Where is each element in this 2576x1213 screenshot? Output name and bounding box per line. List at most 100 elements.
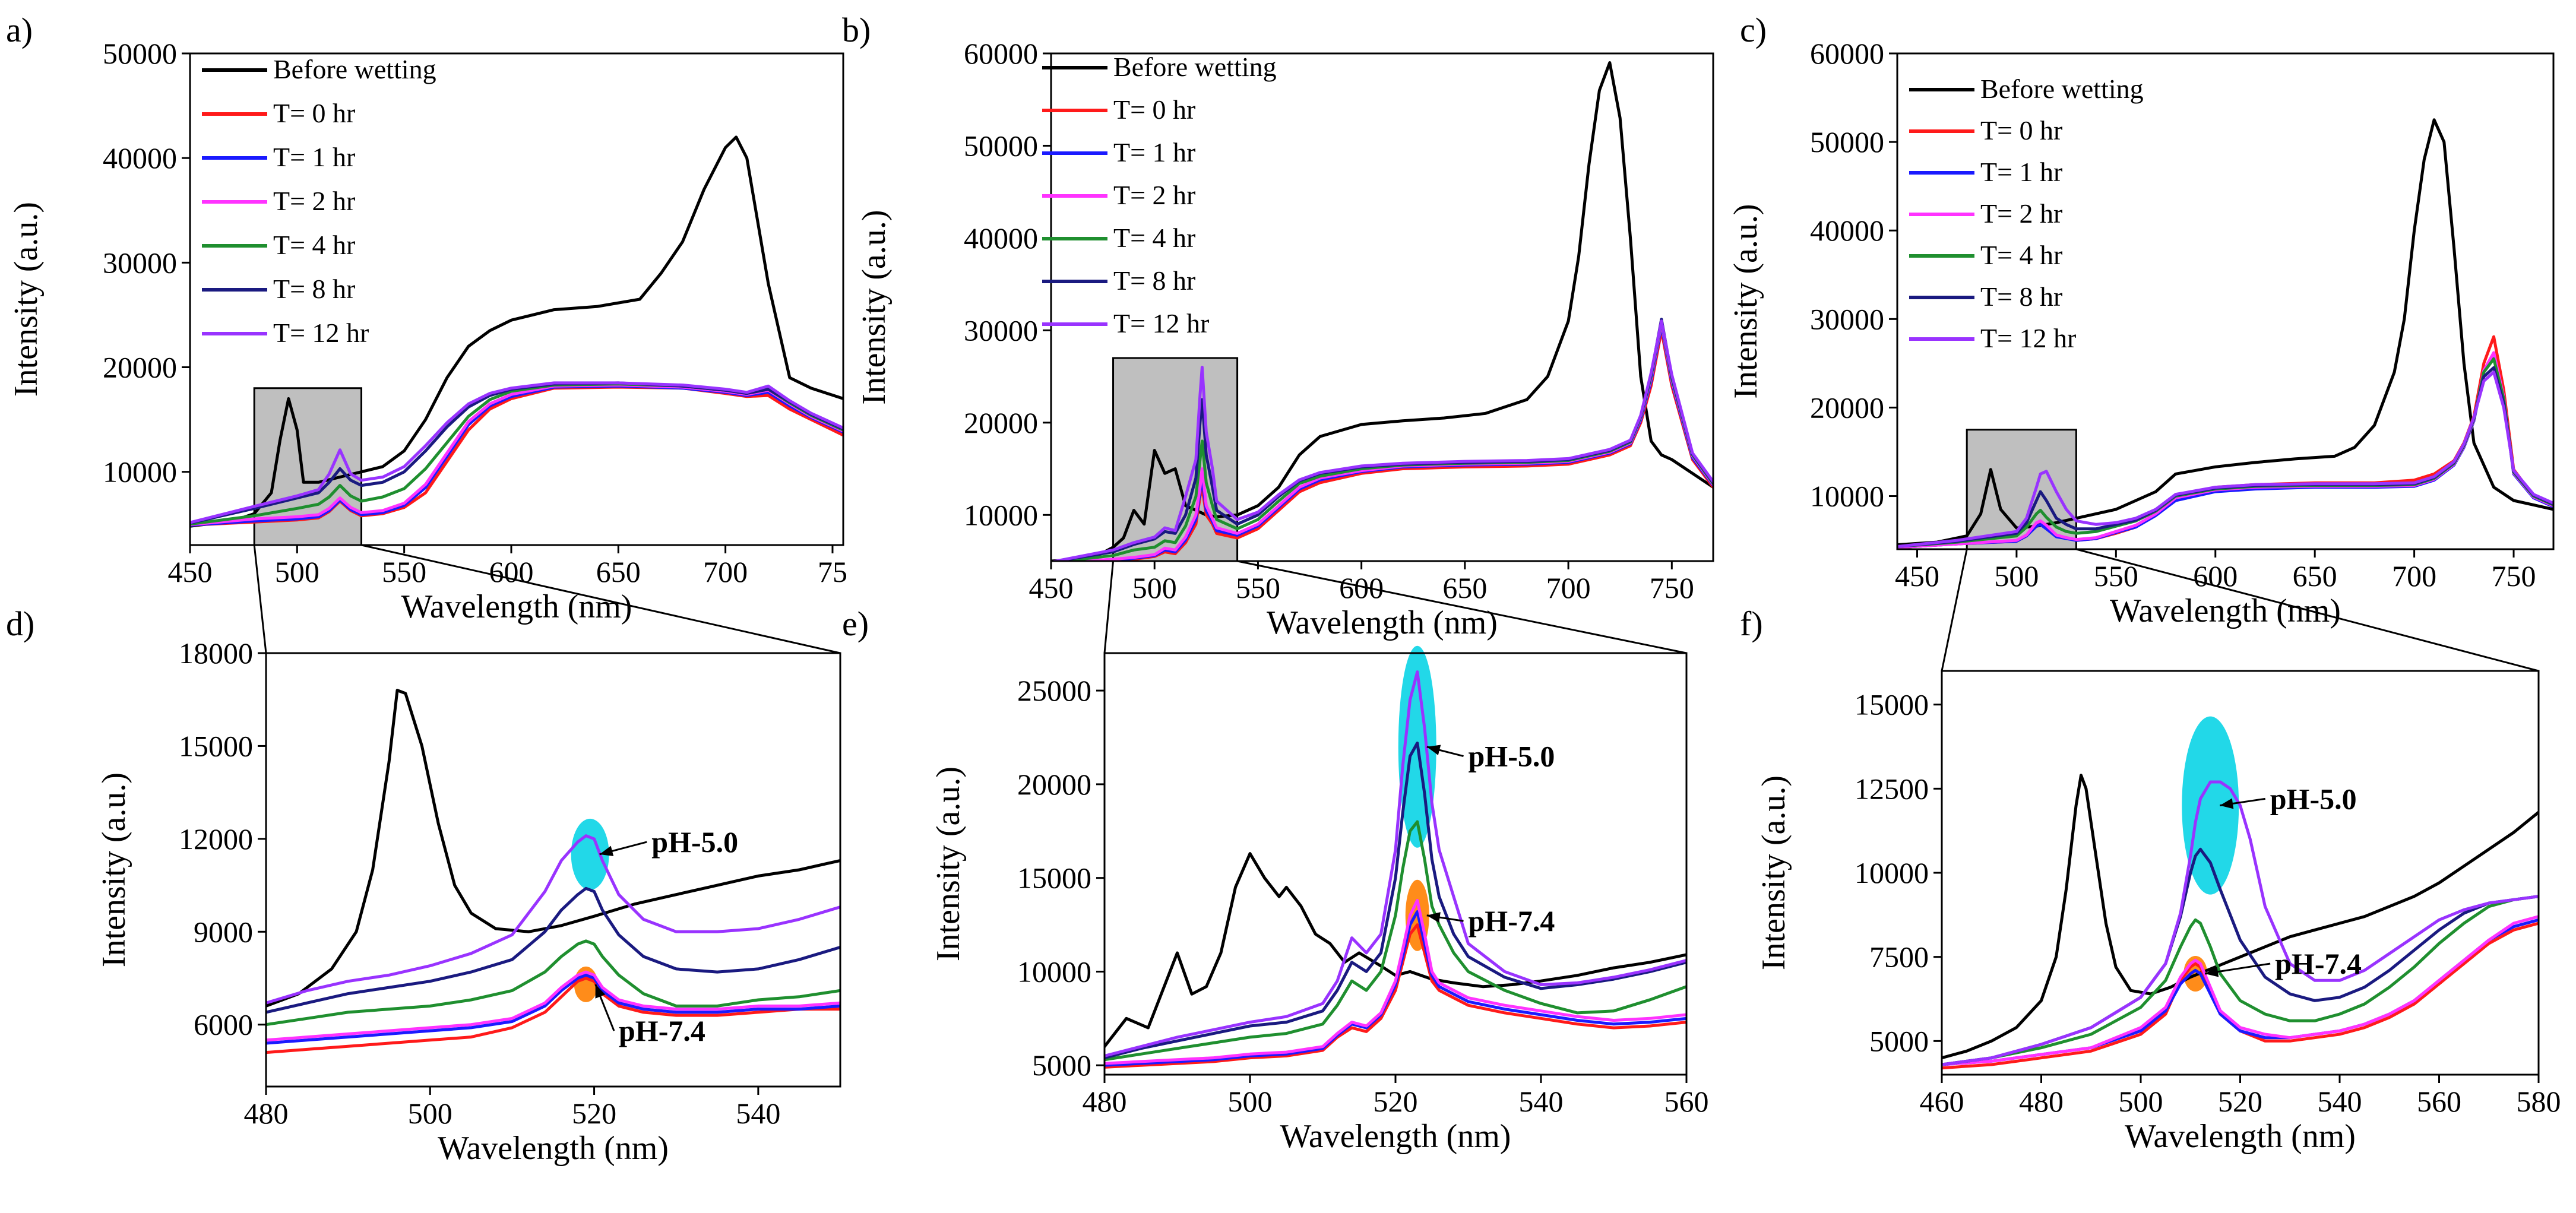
series-line-t-12-hr <box>1105 670 1686 1057</box>
y-axis-label: Intensity (a.u.) <box>930 767 967 961</box>
legend-entry: T= 8 hr <box>1980 281 2062 312</box>
y-tick-label: 10000 <box>1810 480 1884 513</box>
series-line-t-2-hr <box>1942 915 2539 1066</box>
legend-entry: T= 4 hr <box>273 230 355 260</box>
series-line-before-wetting <box>1942 774 2539 1060</box>
x-tick-label: 750 <box>2492 559 2536 593</box>
panel-letter-d: d) <box>6 604 34 643</box>
plot-frame <box>1050 52 1714 562</box>
series-line-before-wetting <box>1051 61 1713 561</box>
series-line-before-wetting <box>1897 118 2553 546</box>
x-tick-label: 450 <box>1895 559 1939 593</box>
annotation-label: pH-7.4 <box>2275 947 2362 980</box>
legend-entry: T= 12 hr <box>1113 308 1209 338</box>
series-line-t-4-hr <box>266 939 840 1027</box>
panel-a: a) 450 500 550 600 650 700 75 10000 20000 30000 400… <box>6 11 847 625</box>
x-axis-label: Wavelength (nm) <box>401 588 632 625</box>
y-tick-label: 18000 <box>179 636 253 670</box>
legend: Before wetting T= 0 hr T= 1 hr T= 2 hr T= 4 … <box>1909 74 2144 353</box>
zoom-connector-line <box>2075 548 2539 672</box>
x-tick-label: 540 <box>1519 1085 1564 1118</box>
x-tick-label: 480 <box>1083 1085 1127 1118</box>
y-tick-label: 50000 <box>103 37 177 70</box>
x-tick-label: 520 <box>572 1097 616 1130</box>
y-tick-label: 50000 <box>1810 125 1884 159</box>
x-tick-label: 540 <box>736 1097 780 1130</box>
x-tick-label: 550 <box>1236 571 1280 604</box>
x-axis-label: Wavelength (nm) <box>2125 1118 2356 1155</box>
legend-entry: T= 8 hr <box>1113 265 1195 296</box>
y-axis-label: Intensity (a.u.) <box>8 202 45 397</box>
y-tick-label: 20000 <box>103 351 177 384</box>
y-tick-label: 20000 <box>964 406 1038 439</box>
y-tick-label: 10000 <box>1855 856 1929 889</box>
x-tick-label: 450 <box>168 555 213 588</box>
legend-entry: T= 0 hr <box>273 98 355 128</box>
y-tick-label: 40000 <box>1810 214 1884 247</box>
annotation-arrowhead <box>1426 912 1441 923</box>
series-line-t-8-hr <box>266 886 840 1014</box>
series-group <box>1051 61 1713 561</box>
annotation-label: pH-5.0 <box>1469 740 1555 773</box>
highlight-ellipse-ph-5 <box>571 818 609 890</box>
x-tick-label: 750 <box>1650 571 1694 604</box>
x-tick-label: 540 <box>2318 1085 2362 1118</box>
x-tick-label: 500 <box>275 555 319 588</box>
legend-entry: T= 8 hr <box>273 274 355 304</box>
series-line-t-1-hr <box>1105 910 1686 1067</box>
y-tick-label: 6000 <box>194 1008 253 1041</box>
annotation-arrowhead <box>2220 798 2234 809</box>
x-tick-label: 500 <box>1994 559 2039 593</box>
legend-entry: T= 1 hr <box>1980 157 2062 187</box>
zoom-connector-line <box>1103 560 1115 654</box>
x-tick-label: 600 <box>2193 559 2238 593</box>
y-tick-label: 30000 <box>103 246 177 279</box>
x-tick-label: 580 <box>2517 1085 2561 1118</box>
y-tick-label: 10000 <box>103 455 177 489</box>
x-tick-label: 650 <box>596 555 641 588</box>
x-axis-label: Wavelength (nm) <box>2110 593 2341 629</box>
series-group <box>266 689 840 1054</box>
y-tick-label: 30000 <box>964 313 1038 347</box>
x-tick-label: 520 <box>1374 1085 1418 1118</box>
zoom-connector-line <box>1941 549 1968 672</box>
y-axis-label: Intensity (a.u.) <box>856 210 893 404</box>
plot-frame <box>1941 670 2540 1076</box>
plot-frame <box>1896 52 2555 550</box>
panel-letter-f: f) <box>1740 604 1763 643</box>
legend-entry: T= 12 hr <box>273 318 369 348</box>
x-tick-label: 460 <box>1920 1085 1964 1118</box>
series-line-t-2-hr <box>266 970 840 1042</box>
panel-c: c) 450 500 550 600 650 700 750 10000 20000 30000 40… <box>1727 11 2555 629</box>
x-axis-label: Wavelength (nm) <box>1280 1118 1511 1155</box>
x-tick-label: 560 <box>2417 1085 2461 1118</box>
y-tick-label: 60000 <box>1810 37 1884 70</box>
panel-letter-a: a) <box>6 11 33 49</box>
series-line-t-8-hr <box>1105 742 1686 1060</box>
y-tick-label: 50000 <box>964 129 1038 162</box>
annotation-label: pH-5.0 <box>2270 782 2357 815</box>
series-line-t-0-hr <box>266 977 840 1054</box>
x-tick-label: 700 <box>703 555 748 588</box>
legend: Before wetting T= 0 hr T= 1 hr T= 2 hr T= 4 … <box>1042 52 1277 338</box>
series-line-before-wetting <box>266 689 840 1008</box>
y-tick-label: 12000 <box>179 822 253 856</box>
y-tick-label: 60000 <box>964 37 1038 70</box>
series-line-t-2-hr <box>1105 899 1686 1065</box>
x-tick-label: 650 <box>2293 559 2337 593</box>
series-group <box>1105 670 1686 1069</box>
legend-entry: T= 4 hr <box>1980 240 2062 270</box>
legend-entry: Before wetting <box>1980 74 2144 104</box>
x-tick-label: 520 <box>2218 1085 2262 1118</box>
legend-entry: T= 2 hr <box>1980 198 2062 229</box>
y-tick-label: 10000 <box>1017 955 1091 988</box>
series-line-t-12-hr <box>266 834 840 1005</box>
y-tick-label: 15000 <box>1855 688 1929 721</box>
y-axis-label: Intensity (a.u.) <box>96 772 132 967</box>
y-tick-label: 5000 <box>1869 1024 1929 1057</box>
y-tick-label: 5000 <box>1032 1049 1091 1082</box>
annotation-label: pH-7.4 <box>619 1014 705 1047</box>
y-tick-label: 15000 <box>1017 862 1091 895</box>
y-tick-label: 9000 <box>194 915 253 948</box>
